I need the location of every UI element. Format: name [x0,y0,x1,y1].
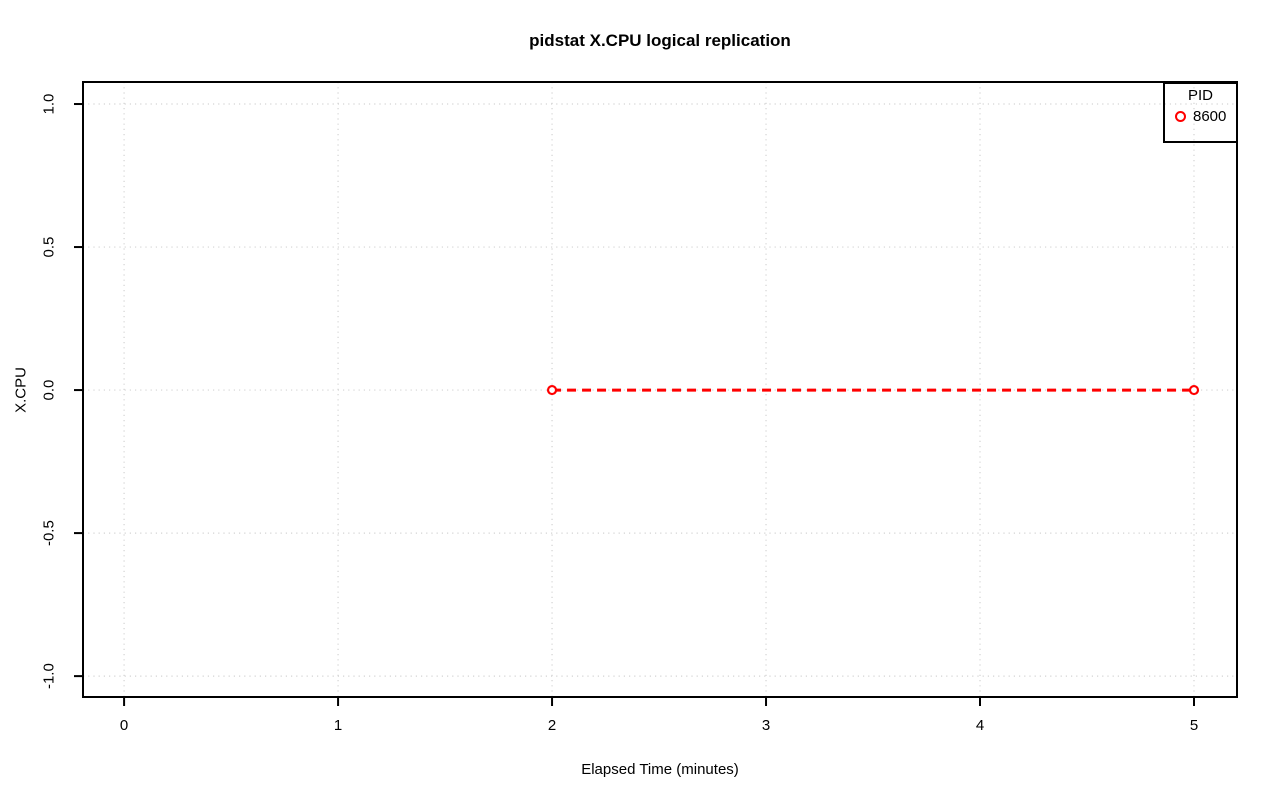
x-tick-label: 0 [120,717,128,734]
plot-border [82,81,1238,698]
x-tick-label: 5 [1190,717,1198,734]
x-tick-label: 2 [548,717,556,734]
y-tick-label: 1.0 [41,94,58,115]
legend-entry-label: 8600 [1193,108,1227,125]
x-axis-label: Elapsed Time (minutes) [581,761,739,778]
open-circle-marker-icon [1175,111,1186,122]
y-tick-label: -1.0 [41,663,58,689]
legend-entry: 8600 [1165,108,1236,125]
data-point-marker [1188,384,1200,396]
y-axis-label: X.CPU [12,367,30,413]
x-tick-label: 3 [762,717,770,734]
legend-title: PID [1187,87,1213,104]
y-tick-label: -0.5 [41,520,58,546]
chart-title: pidstat X.CPU logical replication [529,31,791,50]
data-point-marker [546,384,558,396]
y-tick-label: 0.0 [41,380,58,401]
legend-box: PID 8600 [1163,82,1238,143]
x-tick-label: 1 [334,717,342,734]
x-tick-label: 4 [976,717,984,734]
y-tick-label: 0.5 [41,237,58,258]
